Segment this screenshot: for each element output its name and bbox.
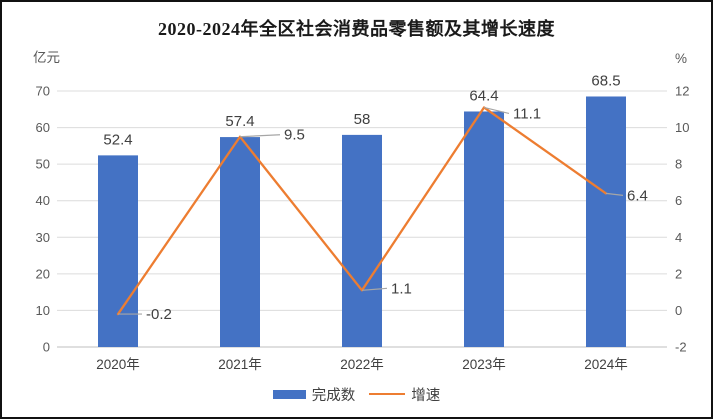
legend-line-label: 增速 <box>411 387 441 404</box>
bar-value-label: 64.4 <box>469 87 498 104</box>
category-label: 2024年 <box>584 357 628 372</box>
right-axis-unit-label: % <box>675 51 688 66</box>
legend-line-swatch <box>369 393 406 395</box>
label-leader-line <box>239 134 281 138</box>
right-axis-tick-label: 10 <box>675 120 689 135</box>
bar-value-label: 52.4 <box>103 131 132 148</box>
bar-2020年 <box>98 155 138 347</box>
line-value-label: 11.1 <box>513 105 541 122</box>
right-axis-tick-label: 2 <box>675 266 682 281</box>
bar-2024年 <box>586 96 626 347</box>
legend-bar-swatch <box>272 389 306 399</box>
line-value-label: 6.4 <box>627 187 648 204</box>
left-axis-tick-label: 50 <box>36 157 50 172</box>
left-axis-unit-label: 亿元 <box>33 50 60 65</box>
category-label: 2021年 <box>218 357 262 372</box>
right-axis-tick-label: 6 <box>675 193 682 208</box>
right-axis-tick-label: 0 <box>675 303 682 318</box>
left-axis-tick-label: 10 <box>36 303 50 318</box>
bar-2023年 <box>464 111 504 347</box>
category-label: 2022年 <box>340 357 384 372</box>
label-leader-line <box>605 192 624 196</box>
bar-value-label: 58 <box>354 111 371 128</box>
legend-bar-label: 完成数 <box>311 387 356 404</box>
left-axis-tick-label: 0 <box>43 340 50 355</box>
left-axis-tick-label: 30 <box>36 230 50 245</box>
bar-2021年 <box>220 137 260 347</box>
left-axis-tick-label: 20 <box>36 266 50 281</box>
bar-2022年 <box>342 134 382 347</box>
right-axis-tick-label: 4 <box>675 230 682 245</box>
line-value-label: 9.5 <box>284 127 305 144</box>
chart-legend: 完成数 增速 <box>2 383 711 405</box>
bar-value-label: 68.5 <box>591 72 620 89</box>
right-axis-tick-label: -2 <box>675 340 687 355</box>
right-axis-tick-label: 8 <box>675 157 682 172</box>
left-axis-tick-label: 70 <box>36 84 50 99</box>
chart-title: 2020-2024年全区社会消费品零售额及其增长速度 <box>158 19 555 39</box>
bar-value-label: 57.4 <box>225 113 254 130</box>
line-value-label: 1.1 <box>391 280 412 297</box>
label-leader-line <box>361 287 388 291</box>
category-label: 2023年 <box>462 357 506 372</box>
right-axis-tick-label: 12 <box>675 84 689 99</box>
category-label: 2020年 <box>96 357 140 372</box>
line-value-label: -0.2 <box>146 306 172 323</box>
left-axis-tick-label: 40 <box>36 193 50 208</box>
label-leader-line <box>483 106 510 115</box>
left-axis-tick-label: 60 <box>36 120 50 135</box>
